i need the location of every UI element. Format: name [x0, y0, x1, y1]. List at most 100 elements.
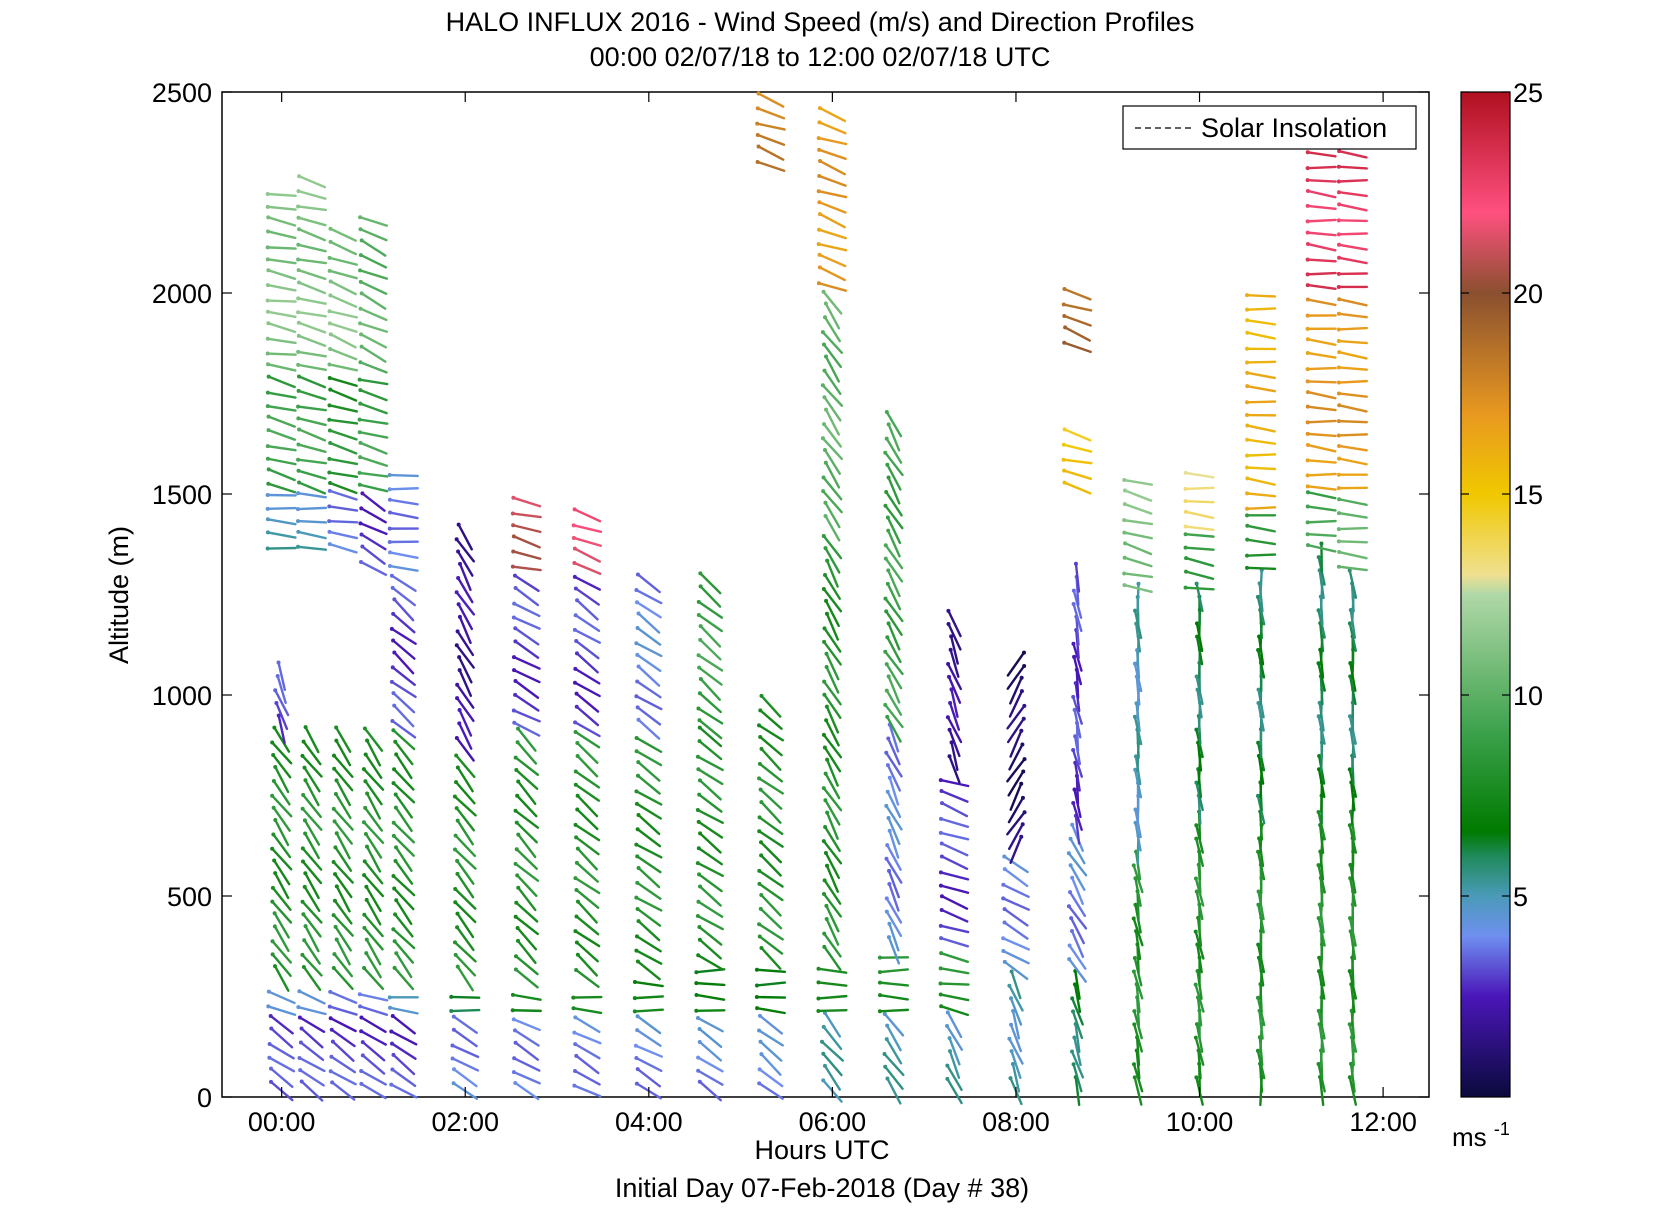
wind-barb-head [1256, 889, 1261, 894]
wind-barb [884, 544, 904, 570]
wind-barb-head [394, 752, 399, 757]
wind-barb [1062, 303, 1093, 312]
wind-barb [335, 885, 351, 913]
wind-barb [304, 872, 320, 900]
wind-barb-head [1305, 337, 1310, 342]
wind-barb [760, 1052, 782, 1076]
wind-barb-head [938, 830, 943, 835]
wind-barb [697, 613, 723, 633]
wind-barb [517, 886, 537, 912]
wind-barb [328, 457, 359, 466]
wind-barb-head [456, 549, 461, 554]
wind-barb [512, 668, 541, 684]
wind-barb-head [635, 625, 640, 630]
wind-barb-head [697, 725, 702, 730]
wind-barb [266, 546, 297, 550]
wind-barb [1348, 824, 1357, 854]
wind-barb-head [575, 793, 580, 798]
wind-barb-head [758, 1039, 763, 1044]
wind-barb-head [821, 475, 826, 480]
wind-barb-head [1305, 219, 1310, 224]
wind-barb-head [332, 766, 337, 771]
wind-barb-head [1305, 484, 1310, 489]
wind-barb [824, 599, 840, 628]
wind-barb-head [949, 740, 954, 745]
wind-barb-head [821, 489, 826, 494]
wind-barb [821, 489, 843, 514]
wind-barb-head [821, 839, 826, 844]
wind-barb-head [939, 854, 944, 859]
wind-barb-head [454, 736, 459, 741]
wind-barb-head [1062, 314, 1067, 319]
x-axis-secondary-label: Initial Day 07-Feb-2018 (Day # 38) [615, 1173, 1029, 1203]
wind-barb-head [1245, 318, 1250, 323]
wind-barb [297, 530, 327, 540]
wind-barb [1009, 676, 1023, 705]
wind-barb [1008, 823, 1024, 850]
wind-barb-head [884, 409, 889, 414]
wind-barb-head [1337, 456, 1342, 461]
wind-barb-head [634, 694, 639, 699]
wind-barb [1135, 622, 1142, 653]
wind-barb [458, 668, 473, 697]
wind-barb [757, 777, 784, 795]
wind-barb-head [332, 898, 337, 903]
wind-barb [298, 1016, 326, 1033]
x-tick-label: 06:00 [799, 1107, 867, 1137]
wind-barb [947, 622, 962, 651]
wind-barb-head [948, 701, 953, 706]
wind-barb [759, 1040, 783, 1062]
wind-barb-head [573, 613, 578, 618]
wind-barb-head [938, 966, 943, 971]
wind-barb [454, 834, 477, 858]
wind-barb-head [632, 980, 637, 985]
wind-barb [817, 228, 847, 240]
wind-barb [695, 968, 726, 974]
wind-barb [1003, 921, 1029, 940]
wind-barb-head [453, 900, 458, 905]
wind-barb [1074, 1022, 1081, 1053]
wind-barb [1123, 478, 1154, 486]
wind-barb-head [697, 665, 702, 670]
wind-barb-head [1194, 1022, 1199, 1027]
wind-barb-head [572, 1083, 577, 1088]
wind-barb-head [511, 523, 516, 528]
wind-barb-head [695, 914, 700, 919]
wind-barb-head [883, 503, 888, 508]
wind-barb-head [886, 935, 891, 940]
wind-barb-head [885, 763, 890, 768]
wind-barb [698, 832, 722, 854]
wind-barb [392, 781, 416, 804]
wind-barb [1245, 319, 1277, 326]
wind-barb-head [328, 387, 333, 392]
wind-barb-head [270, 846, 275, 851]
chart-subtitle: 00:00 02/07/18 to 12:00 02/07/18 UTC [590, 42, 1051, 72]
wind-barb-head [758, 840, 763, 845]
wind-barb-head [452, 1067, 457, 1072]
wind-barb-head [328, 1016, 333, 1021]
wind-barb [697, 768, 724, 786]
wind-barb [1074, 562, 1081, 593]
wind-barb [328, 441, 358, 455]
wind-barb-head [391, 874, 396, 879]
wind-barb [887, 423, 901, 452]
wind-barb [1062, 443, 1093, 453]
wind-barb [359, 1069, 387, 1086]
wind-barb [267, 216, 297, 227]
wind-barb [362, 767, 385, 791]
wind-barb-head [1002, 907, 1007, 912]
wind-barb-head [821, 342, 826, 347]
wind-barb [359, 228, 388, 242]
wind-barb [757, 724, 784, 742]
wind-barb [365, 951, 382, 979]
wind-barb [698, 692, 722, 714]
wind-barb-head [454, 753, 459, 758]
wind-barb-head [1009, 1049, 1014, 1054]
wind-barb [1246, 371, 1276, 380]
wind-barb [328, 404, 359, 413]
wind-barb [297, 469, 327, 480]
wind-barb [887, 935, 901, 965]
wind-barb-head [267, 1055, 272, 1060]
wind-barb-head [885, 1023, 890, 1028]
wind-barb [515, 848, 538, 870]
